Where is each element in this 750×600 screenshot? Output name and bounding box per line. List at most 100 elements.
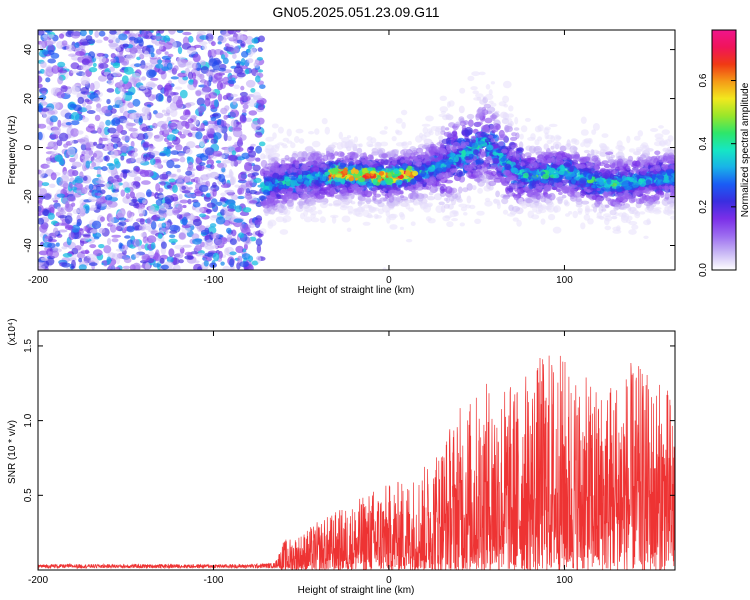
spectrogram-cell xyxy=(69,157,76,163)
spectrogram-cell xyxy=(109,66,115,72)
spectrogram-cell xyxy=(628,229,637,235)
spectrogram-cell xyxy=(233,218,244,223)
spectrogram-cell xyxy=(518,201,527,206)
spectrogram-cell xyxy=(655,200,661,205)
spectrogram-cell xyxy=(223,132,228,142)
spectrogram-cell xyxy=(187,71,194,80)
spectrogram-cell xyxy=(147,83,158,87)
spectrogram-cell xyxy=(38,196,43,204)
spectrogram-cell xyxy=(483,185,492,192)
spectrogram-cell xyxy=(466,183,473,191)
spectrogram-cell xyxy=(519,133,524,140)
spectrogram-cell xyxy=(47,40,56,45)
spectrogram-cell xyxy=(548,123,558,128)
spectrogram-cell xyxy=(38,204,44,213)
spectrogram-cell xyxy=(161,66,170,72)
spectrogram-cell xyxy=(172,41,177,49)
spectrogram-cell xyxy=(256,244,262,254)
spectrogram-cell xyxy=(551,186,558,191)
spectrogram-cell xyxy=(254,75,261,83)
spectrogram-cell xyxy=(648,208,655,214)
spectrogram-cell xyxy=(241,50,249,58)
spectrogram-cell xyxy=(146,44,154,48)
spectrogram-cell xyxy=(161,109,166,113)
spectrogram-cell xyxy=(95,143,106,149)
spectrogram-cell xyxy=(177,95,183,105)
spectrogram-cell xyxy=(215,124,223,134)
spectrogram-cell xyxy=(92,81,101,90)
spectrogram-cell xyxy=(195,90,202,97)
spectrogram-cell xyxy=(212,132,222,140)
spectrogram-cell xyxy=(70,70,80,74)
spectrogram-cell xyxy=(238,232,245,238)
spectrogram-cell xyxy=(216,77,224,82)
spectrogram-cell xyxy=(601,133,609,139)
spectrogram-cell xyxy=(140,264,146,269)
spectrogram-cell xyxy=(596,187,601,192)
spectrogram-cell xyxy=(595,151,603,155)
spectrogram-cell xyxy=(217,162,228,169)
spectrogram-cell xyxy=(552,226,562,234)
spectrogram-cell xyxy=(194,191,204,197)
spectrogram-cell xyxy=(236,62,241,69)
spectrogram-cell xyxy=(39,188,48,197)
spectrogram-cell xyxy=(74,245,82,251)
spectrogram-cell xyxy=(665,149,672,153)
spectrogram-cell xyxy=(608,156,614,164)
spectrogram-cell xyxy=(158,194,167,198)
spectrogram-cell xyxy=(43,164,51,169)
spectrogram-cell xyxy=(81,155,91,160)
spectrogram-cell xyxy=(44,30,53,33)
spectrogram-cell xyxy=(82,233,91,237)
spectrogram-cell xyxy=(520,125,528,133)
spectrogram-cell xyxy=(581,200,590,205)
spectrogram-cell xyxy=(238,172,247,182)
spectrogram-cell xyxy=(103,36,109,41)
spectrogram-cell xyxy=(572,210,578,219)
spectrogram-cell xyxy=(190,251,199,255)
spectrogram-cell xyxy=(263,189,270,196)
spectrogram-cell xyxy=(181,59,188,64)
spectrogram-cell xyxy=(443,131,451,137)
spectrogram-cell xyxy=(56,206,62,211)
spectrogram-cell xyxy=(153,134,164,142)
spectrogram-cell xyxy=(138,213,144,217)
spectrogram-cell xyxy=(508,105,514,112)
spectrogram-cell xyxy=(456,198,463,203)
spectrogram-cell xyxy=(398,211,405,218)
spectrogram-cell xyxy=(38,30,45,36)
spectrogram-cell xyxy=(408,193,414,200)
spectrogram-cell xyxy=(113,158,119,165)
spectrogram-cell xyxy=(232,98,237,106)
spectrogram-cell xyxy=(77,96,85,104)
spectrogram-cell xyxy=(440,125,446,133)
spectrogram-cell xyxy=(79,30,87,37)
spectrogram-cell xyxy=(328,203,333,207)
spectrogram-cell xyxy=(157,233,163,239)
spectrogram-cell xyxy=(176,30,184,34)
spectrogram-cell xyxy=(187,118,194,124)
spectrogram-cell xyxy=(490,81,495,85)
spectrogram-cell xyxy=(84,92,92,96)
spectrogram-cell xyxy=(179,199,189,204)
spectrogram-cell xyxy=(545,193,552,198)
spectrogram-cell xyxy=(88,183,94,191)
spectrogram-cell xyxy=(631,209,639,215)
spectrogram-cell xyxy=(106,98,111,105)
spectrogram-cell xyxy=(60,85,68,93)
spectrogram-cell xyxy=(207,128,215,136)
spectrogram-cell xyxy=(233,84,240,90)
spectrogram-cell xyxy=(182,31,192,36)
spectrogram-cell xyxy=(237,137,243,145)
spectrogram-cell xyxy=(85,160,91,169)
spectrogram-cell xyxy=(277,126,284,134)
spectrogram-cell xyxy=(650,128,659,132)
spectrogram-cell xyxy=(304,146,314,152)
spectrogram-cell xyxy=(190,114,198,120)
spectrogram-cell xyxy=(491,170,497,177)
spectrogram-cell xyxy=(626,135,631,144)
spectrogram-cell xyxy=(40,100,47,107)
spectrogram-cell xyxy=(157,59,163,64)
spectrogram-cell xyxy=(209,223,217,228)
spectrogram-cell xyxy=(502,209,509,215)
